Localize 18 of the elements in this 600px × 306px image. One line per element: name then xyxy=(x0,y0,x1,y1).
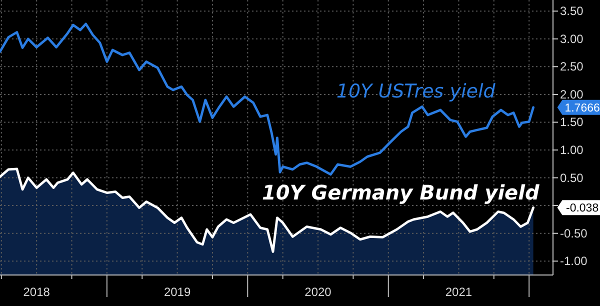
y-tick-label: 2.50 xyxy=(560,60,584,74)
series-label: 10Y Germany Bund yield xyxy=(262,180,540,205)
y-tick-label: -0.50 xyxy=(560,226,588,240)
y-tick-label: 0.50 xyxy=(560,170,584,185)
annotation: 1.7666 xyxy=(564,102,600,114)
line-series xyxy=(0,22,534,176)
y-tick-label: -1.00 xyxy=(560,254,588,268)
y-tick-label: 1.50 xyxy=(560,115,584,130)
x-tick-label: 2019 xyxy=(164,285,191,299)
series-label: 10Y USTres yield xyxy=(336,80,496,102)
y-tick-label: 2.00 xyxy=(560,87,584,102)
y-tick-label: 3.50 xyxy=(560,4,584,18)
annotation: -0.038 xyxy=(566,202,599,215)
x-tick-label: 2020 xyxy=(304,285,332,299)
y-tick-label: 3.00 xyxy=(560,32,584,46)
x-tick-label: 2018 xyxy=(23,285,50,299)
y-tick-label: 1.00 xyxy=(560,143,584,157)
x-tick-label: 2021 xyxy=(445,285,472,299)
